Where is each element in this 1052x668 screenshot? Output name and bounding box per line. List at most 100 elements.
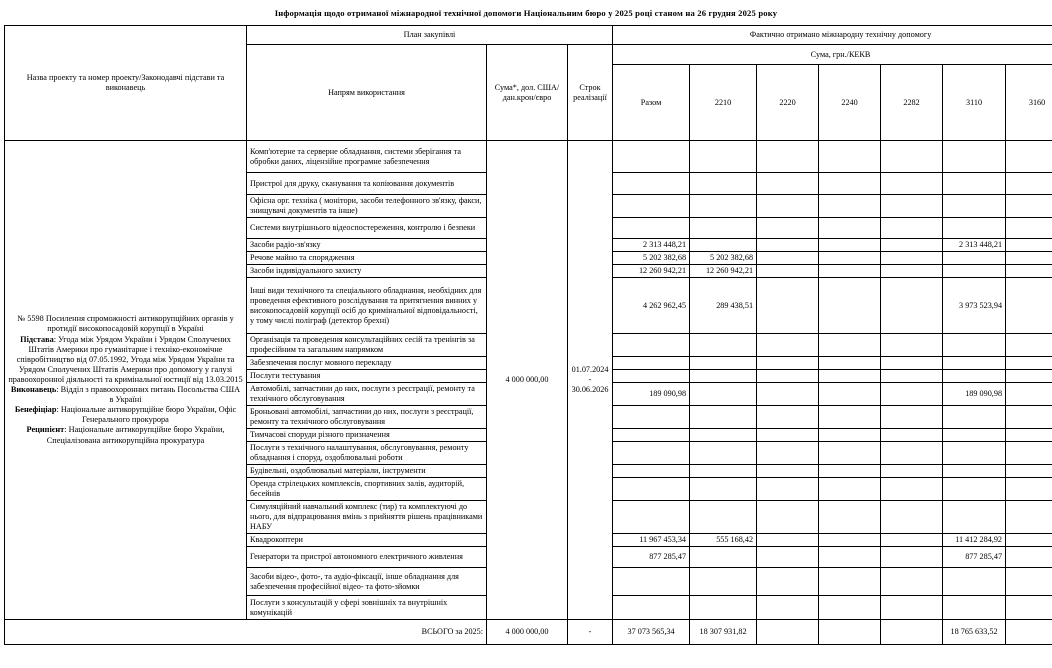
- kekv-2210-cell: [689, 567, 758, 596]
- kekv-2220-cell: [756, 441, 820, 465]
- kekv-2220-cell: [756, 382, 820, 406]
- kekv-3160-cell: [1005, 369, 1052, 383]
- kekv-2220-cell: [756, 333, 820, 357]
- kekv-2240-cell: [818, 333, 882, 357]
- kekv-3110-cell: [942, 464, 1007, 478]
- table-row: Пристрої для друку, сканування та копіюв…: [5, 172, 1052, 195]
- kekv-2282-cell: [880, 251, 944, 265]
- direction-cell: Оренда стрілецьких комплексів, спортивни…: [246, 477, 487, 501]
- direction-cell: Квадрокоптери: [246, 533, 487, 547]
- total-kekv-2282: [880, 619, 944, 645]
- table-row: Засоби відео-, фото-, та аудіо-фіксації,…: [5, 567, 1052, 596]
- project-beneficiary-text: : Національне антикорупційне бюро Україн…: [56, 405, 237, 425]
- razom-cell: 4 262 962,45: [612, 277, 691, 334]
- kekv-3110-cell: [942, 595, 1007, 620]
- header-kekv-2240: 2240: [818, 64, 882, 141]
- razom-cell: [612, 500, 691, 534]
- direction-cell: Засоби індивідуального захисту: [246, 264, 487, 278]
- razom-cell: [612, 405, 691, 429]
- kekv-2240-cell: [818, 428, 882, 442]
- razom-cell: [612, 140, 691, 173]
- kekv-2282-cell: [880, 477, 944, 501]
- header-kekv-3160: 3160: [1005, 64, 1052, 141]
- kekv-3110-cell: [942, 251, 1007, 265]
- table-row: Симуляційний навчальний комплекс (тир) т…: [5, 500, 1052, 534]
- kekv-2210-cell: [689, 217, 758, 239]
- kekv-2240-cell: [818, 533, 882, 547]
- kekv-2240-cell: [818, 405, 882, 429]
- kekv-3110-cell: [942, 405, 1007, 429]
- razom-cell: 877 285,47: [612, 546, 691, 568]
- kekv-3110-cell: 2 313 448,21: [942, 238, 1007, 252]
- kekv-2282-cell: [880, 217, 944, 239]
- kekv-3110-cell: [942, 333, 1007, 357]
- razom-cell: [612, 194, 691, 218]
- table-row: Будівельні, оздоблювальні матеріали, інс…: [5, 464, 1052, 478]
- kekv-2220-cell: [756, 251, 820, 265]
- kekv-2240-cell: [818, 567, 882, 596]
- kekv-3160-cell: [1005, 238, 1052, 252]
- kekv-2282-cell: [880, 546, 944, 568]
- kekv-2220-cell: [756, 595, 820, 620]
- razom-cell: 12 260 942,21: [612, 264, 691, 278]
- header-row-1: Назва проекту та номер проекту/Законодав…: [4, 25, 1052, 141]
- kekv-3160-cell: [1005, 277, 1052, 334]
- direction-cell: Пристрої для друку, сканування та копіюв…: [246, 172, 487, 195]
- project-description-cell: № 5598 Посилення спроможності антикорупц…: [4, 140, 247, 620]
- kekv-3160-cell: [1005, 428, 1052, 442]
- kekv-2240-cell: [818, 369, 882, 383]
- direction-cell: Послуги з технічного налаштування, обслу…: [246, 441, 487, 465]
- project-executor-text: : Відділ з правоохоронних питань Посольс…: [56, 385, 241, 405]
- kekv-2210-cell: [689, 428, 758, 442]
- direction-cell: Засоби радіо-зв'язку: [246, 238, 487, 252]
- header-row-2: Напрям використання Сума*, дол. США/дан.…: [5, 44, 1052, 141]
- kekv-3110-cell: [942, 441, 1007, 465]
- table-row: Броньовані автомобілі, запчастини до них…: [5, 405, 1052, 429]
- kekv-2210-cell: 289 438,51: [689, 277, 758, 334]
- header-sum-plan: Сума*, дол. США/дан.крон/євро: [486, 44, 568, 141]
- table-head: Назва проекту та номер проекту/Законодав…: [4, 25, 1052, 141]
- kekv-3110-cell: [942, 369, 1007, 383]
- kekv-2210-cell: [689, 405, 758, 429]
- header-plan-group: План закупівлі: [245, 25, 614, 45]
- kekv-3160-cell: [1005, 251, 1052, 265]
- kekv-3160-cell: [1005, 595, 1052, 620]
- razom-cell: [612, 369, 691, 383]
- table-row: Системи внутрішнього відеоспостереження,…: [5, 217, 1052, 239]
- kekv-3160-cell: [1005, 140, 1052, 173]
- kekv-3160-cell: [1005, 382, 1052, 406]
- total-kekv-2210: 18 307 931,82: [689, 619, 758, 645]
- kekv-2282-cell: [880, 140, 944, 173]
- mta-report-table: Назва проекту та номер проекту/Законодав…: [4, 25, 1052, 645]
- kekv-3160-cell: [1005, 567, 1052, 596]
- kekv-2240-cell: [818, 277, 882, 334]
- header-term: Строк реалізації: [566, 44, 614, 141]
- header-direction: Напрям використання: [246, 44, 487, 141]
- direction-cell: Симуляційний навчальний комплекс (тир) т…: [246, 500, 487, 534]
- direction-cell: Системи внутрішнього відеоспостереження,…: [246, 217, 487, 239]
- kekv-2240-cell: [818, 500, 882, 534]
- total-sum-plan: 4 000 000,00: [486, 619, 568, 645]
- kekv-2210-cell: [689, 546, 758, 568]
- direction-cell: Засоби відео-, фото-, та аудіо-фіксації,…: [246, 567, 487, 596]
- table-row: Послуги тестування: [5, 369, 1052, 383]
- header-kekv-2210: 2210: [689, 64, 758, 141]
- kekv-2210-cell: [689, 333, 758, 357]
- kekv-2210-cell: [689, 172, 758, 195]
- razom-cell: 5 202 382,68: [612, 251, 691, 265]
- header-actual-group: Фактично отримано міжнародну технічну до…: [612, 25, 1052, 45]
- kekv-2282-cell: [880, 194, 944, 218]
- kekv-3110-cell: [942, 264, 1007, 278]
- kekv-2282-cell: [880, 172, 944, 195]
- razom-cell: 189 090,98: [612, 382, 691, 406]
- direction-cell: Послуги тестування: [246, 369, 487, 383]
- kekv-3110-cell: [942, 428, 1007, 442]
- project-term-cell: 01.07.2024 - 30.06.2026: [566, 140, 614, 620]
- table-row: № 5598 Посилення спроможності антикорупц…: [4, 140, 1052, 620]
- page-title: Інформація щодо отриманої міжнародної те…: [274, 8, 778, 18]
- kekv-2240-cell: [818, 464, 882, 478]
- kekv-3110-cell: 3 973 523,94: [942, 277, 1007, 334]
- kekv-3160-cell: [1005, 264, 1052, 278]
- kekv-2282-cell: [880, 382, 944, 406]
- kekv-2240-cell: [818, 477, 882, 501]
